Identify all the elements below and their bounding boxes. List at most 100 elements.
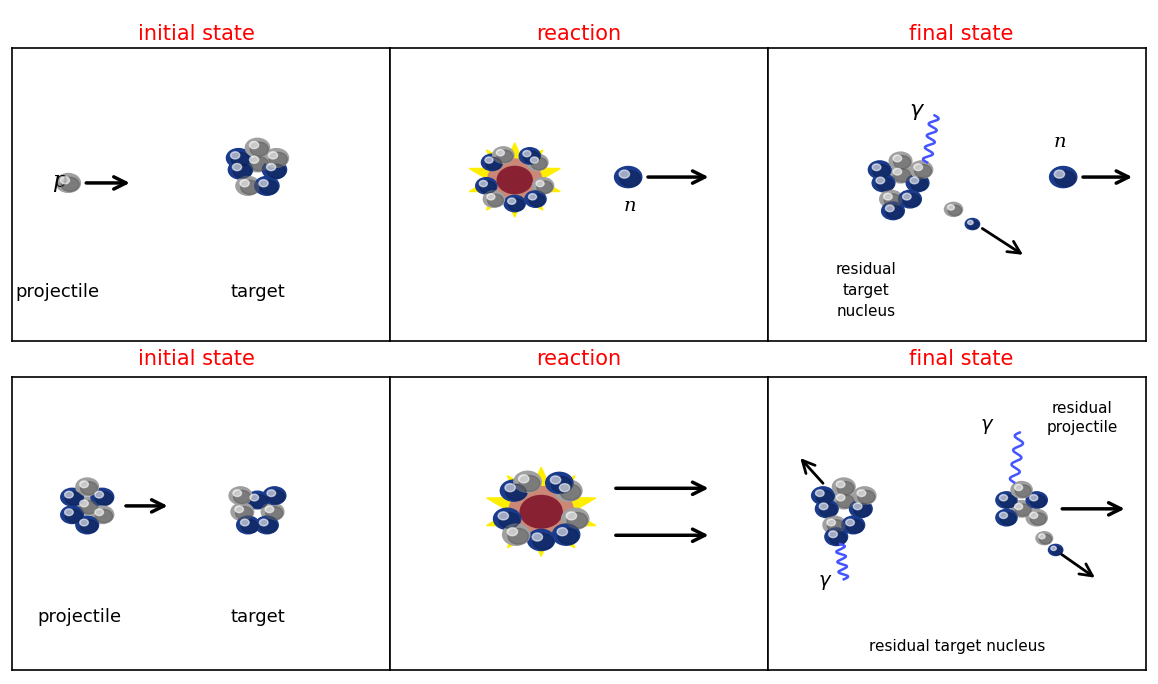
Circle shape: [1001, 495, 1016, 508]
Circle shape: [886, 205, 894, 212]
Text: residual
projectile: residual projectile: [1047, 401, 1117, 434]
Circle shape: [947, 205, 954, 210]
Circle shape: [259, 180, 269, 187]
Circle shape: [233, 490, 242, 497]
Circle shape: [249, 142, 258, 148]
Circle shape: [812, 487, 834, 504]
Circle shape: [503, 524, 530, 545]
Circle shape: [508, 528, 528, 544]
Circle shape: [488, 194, 504, 207]
Circle shape: [857, 490, 866, 497]
Circle shape: [1026, 510, 1047, 526]
Circle shape: [95, 509, 103, 516]
Circle shape: [483, 191, 505, 207]
Circle shape: [536, 181, 552, 194]
Text: $\gamma$: $\gamma$: [818, 573, 833, 592]
Circle shape: [968, 221, 979, 229]
Circle shape: [528, 194, 536, 200]
Circle shape: [80, 500, 88, 507]
Circle shape: [520, 475, 540, 491]
Circle shape: [91, 488, 113, 506]
Circle shape: [241, 181, 259, 194]
Circle shape: [76, 497, 98, 514]
Circle shape: [247, 491, 269, 509]
Text: target: target: [230, 609, 285, 627]
Circle shape: [255, 176, 279, 195]
Circle shape: [485, 157, 501, 170]
Circle shape: [476, 178, 497, 194]
Circle shape: [850, 500, 872, 518]
Circle shape: [893, 155, 902, 162]
Text: initial state: initial state: [139, 349, 255, 369]
Circle shape: [504, 195, 526, 212]
Circle shape: [261, 520, 277, 533]
Text: residual
target
nucleus: residual target nucleus: [836, 262, 896, 319]
Circle shape: [872, 174, 895, 192]
Circle shape: [230, 503, 254, 521]
Circle shape: [881, 202, 904, 220]
Circle shape: [80, 519, 88, 526]
Circle shape: [507, 198, 515, 205]
Circle shape: [567, 512, 587, 528]
Circle shape: [80, 520, 97, 533]
Text: p: p: [52, 170, 66, 192]
Circle shape: [996, 492, 1017, 508]
Circle shape: [907, 174, 929, 192]
Circle shape: [80, 482, 97, 495]
Text: $\gamma$: $\gamma$: [981, 417, 995, 436]
Circle shape: [250, 495, 258, 501]
Text: reaction: reaction: [536, 349, 622, 369]
Circle shape: [889, 166, 911, 183]
Circle shape: [65, 492, 82, 505]
Circle shape: [245, 138, 270, 157]
Circle shape: [241, 519, 249, 526]
Circle shape: [836, 481, 845, 488]
Circle shape: [528, 529, 555, 551]
Circle shape: [65, 491, 73, 498]
Circle shape: [267, 490, 285, 503]
Circle shape: [560, 484, 580, 500]
Circle shape: [508, 486, 573, 537]
Circle shape: [485, 157, 493, 163]
Circle shape: [57, 174, 80, 192]
Circle shape: [1029, 495, 1038, 501]
Circle shape: [230, 152, 240, 159]
Circle shape: [551, 477, 572, 492]
Circle shape: [506, 484, 526, 500]
Circle shape: [842, 516, 865, 534]
Circle shape: [486, 194, 494, 200]
Circle shape: [479, 181, 496, 194]
Circle shape: [846, 520, 864, 533]
Circle shape: [620, 170, 630, 178]
Polygon shape: [486, 467, 595, 556]
Circle shape: [837, 482, 853, 495]
Circle shape: [1055, 171, 1076, 187]
Circle shape: [500, 480, 528, 501]
Circle shape: [875, 177, 885, 184]
Circle shape: [525, 191, 547, 207]
Circle shape: [266, 506, 283, 520]
Circle shape: [497, 166, 533, 194]
Text: projectile: projectile: [37, 609, 122, 627]
Circle shape: [505, 484, 515, 492]
Circle shape: [903, 194, 921, 207]
Circle shape: [824, 528, 848, 546]
Circle shape: [1001, 513, 1016, 525]
Circle shape: [829, 531, 837, 538]
Circle shape: [266, 163, 276, 171]
Circle shape: [236, 176, 261, 195]
Circle shape: [615, 166, 642, 187]
Circle shape: [536, 181, 544, 187]
Circle shape: [235, 506, 243, 512]
Circle shape: [240, 180, 249, 187]
Circle shape: [262, 503, 284, 521]
Circle shape: [886, 206, 903, 219]
Circle shape: [968, 220, 973, 224]
Circle shape: [1016, 504, 1031, 516]
Text: reaction: reaction: [536, 24, 622, 44]
Circle shape: [519, 148, 541, 164]
Circle shape: [819, 503, 828, 510]
Circle shape: [1031, 513, 1046, 525]
Circle shape: [820, 503, 837, 517]
Circle shape: [885, 194, 901, 207]
